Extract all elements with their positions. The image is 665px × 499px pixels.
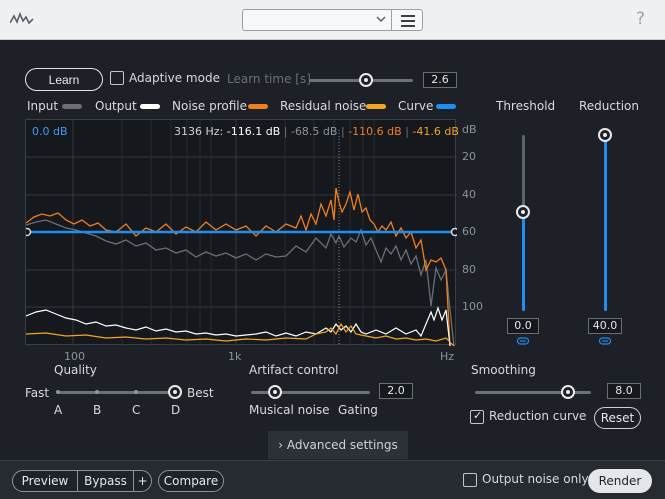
input-spectrum-line (26, 219, 455, 346)
quality-option-a[interactable]: A (54, 403, 63, 417)
db-axis-label: 20 (462, 150, 476, 163)
legend-output-swatch (140, 104, 160, 109)
smoothing-value[interactable]: 8.0 (607, 383, 641, 399)
render-button[interactable]: Render (588, 469, 652, 493)
db-axis-label: 60 (462, 225, 476, 238)
adaptive-mode-checkbox[interactable] (110, 71, 124, 85)
artifact-control-label: Artifact control (249, 363, 339, 377)
readout-separator: | (405, 125, 409, 138)
adaptive-mode-label: Adaptive mode (129, 71, 220, 85)
learn-button[interactable]: Learn (25, 68, 103, 91)
legend-noise-profile-swatch (248, 104, 268, 109)
quality-option-d[interactable]: D (171, 403, 181, 417)
learn-time-label: Learn time [s] (227, 72, 311, 86)
threshold-link-icon[interactable] (517, 337, 529, 345)
noise-profile-line (26, 187, 451, 346)
cursor-readout: 3136 Hz: -116.1 dB | -68.5 dB | -110.6 d… (174, 125, 459, 138)
spectrum-graph[interactable]: 0.0 dB 3136 Hz: -116.1 dB | -68.5 dB | -… (25, 119, 459, 346)
curve-level-readout: 0.0 dB (32, 125, 68, 138)
artifact-control-slider[interactable] (251, 391, 370, 394)
reduction-curve-label: Reduction curve (489, 409, 587, 423)
db-axis-label: dB (462, 123, 477, 136)
bottom-bar: Preview Bypass + Compare Output noise on… (0, 460, 665, 499)
curve-right-handle[interactable] (450, 227, 458, 237)
gating-label: Gating (338, 403, 378, 417)
artifact-control-knob[interactable] (267, 385, 282, 399)
compare-button[interactable]: Compare (158, 470, 224, 492)
bypass-button[interactable]: Bypass (77, 470, 134, 492)
readout-input: -116.1 dB (226, 125, 281, 138)
preview-button[interactable]: Preview (12, 470, 78, 492)
quality-knob[interactable] (168, 385, 182, 399)
advanced-settings-label: Advanced settings (286, 438, 398, 452)
quality-stop-a[interactable] (56, 390, 60, 394)
readout-noise-profile: -110.6 dB (348, 125, 402, 138)
quality-stop-c[interactable] (134, 390, 138, 394)
learn-time-knob[interactable] (359, 73, 374, 87)
freq-axis-label: Hz (440, 350, 455, 363)
readout-output: -68.5 dB (290, 125, 338, 138)
top-bar: ? (0, 0, 665, 40)
reduction-slider[interactable] (604, 135, 607, 311)
reduction-link-icon[interactable] (599, 337, 611, 345)
reduction-curve-checkbox[interactable]: ✓ (470, 409, 484, 424)
smoothing-slider[interactable] (475, 391, 591, 394)
readout-curve: -41.6 dB (412, 125, 459, 138)
output-noise-only-checkbox[interactable] (463, 473, 477, 487)
quality-stop-b[interactable] (95, 390, 99, 394)
threshold-slider[interactable] (522, 135, 525, 311)
quality-fast-label: Fast (25, 386, 50, 400)
residual-noise-line (26, 322, 455, 346)
quality-best-label: Best (187, 386, 214, 400)
readout-separator: | (283, 125, 288, 138)
add-button[interactable]: + (133, 470, 152, 492)
help-icon[interactable]: ? (636, 9, 646, 29)
artifact-control-value[interactable]: 2.0 (379, 383, 413, 399)
threshold-value[interactable]: 0.0 (507, 318, 539, 334)
waveform-logo-icon (10, 11, 34, 25)
quality-option-b[interactable]: B (93, 403, 102, 417)
legend-curve-label: Curve (398, 99, 434, 113)
output-noise-only-label: Output noise only (482, 472, 589, 486)
freq-axis-label: 100 (64, 350, 85, 363)
legend-residual-noise-swatch (366, 104, 386, 109)
curve-left-handle[interactable] (26, 227, 32, 237)
db-axis-label: 100 (462, 300, 483, 313)
legend-input-label: Input (27, 99, 59, 113)
legend-residual-noise-label: Residual noise (280, 99, 367, 113)
freq-axis-label: 1k (228, 350, 242, 363)
quality-label: Quality (54, 363, 97, 377)
smoothing-label: Smoothing (471, 363, 536, 377)
db-axis-label: 80 (462, 263, 476, 276)
advanced-settings-toggle[interactable]: › Advanced settings (268, 431, 408, 459)
readout-frequency: 3136 Hz: (174, 125, 224, 138)
quality-slider[interactable] (58, 391, 176, 394)
reduction-knob[interactable] (598, 128, 612, 142)
reduction-label: Reduction (579, 99, 639, 113)
legend-output-label: Output (95, 99, 137, 113)
preset-menu-button[interactable] (391, 9, 423, 31)
readout-separator: | (340, 125, 345, 138)
reduction-value[interactable]: 40.0 (588, 318, 622, 334)
threshold-label: Threshold (496, 99, 556, 113)
legend-curve-swatch (436, 104, 456, 109)
preset-dropdown[interactable] (242, 9, 392, 31)
output-line (26, 306, 451, 346)
learn-time-value[interactable]: 2.6 (423, 72, 457, 88)
quality-option-c[interactable]: C (132, 403, 141, 417)
legend-noise-profile-label: Noise profile (172, 99, 248, 113)
musical-noise-label: Musical noise (249, 403, 330, 417)
check-icon: ✓ (473, 409, 483, 422)
chevron-right-icon: › (278, 438, 284, 452)
smoothing-knob[interactable] (560, 385, 575, 399)
db-axis-label: 40 (462, 188, 476, 201)
reset-button[interactable]: Reset (594, 407, 641, 429)
chevron-down-icon (376, 16, 386, 23)
threshold-knob[interactable] (516, 205, 530, 220)
legend-input-swatch (62, 104, 82, 109)
